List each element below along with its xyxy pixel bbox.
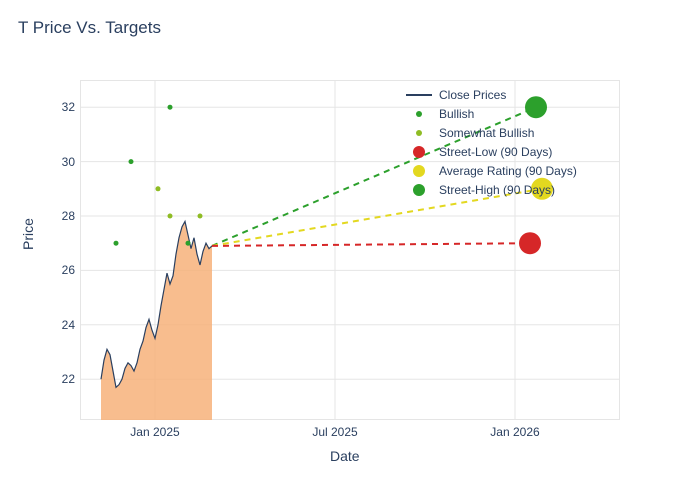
legend: Close Prices Bullish Somewhat Bullish Stree… [405,85,577,199]
legend-label: Bullish [439,107,474,121]
legend-item[interactable]: Somewhat Bullish [405,123,577,142]
legend-label: Street-Low (90 Days) [439,145,552,159]
chart-title: T Price Vs. Targets [18,18,161,38]
y-axis-label: Price [20,218,36,250]
dot-icon [405,130,433,136]
legend-label: Close Prices [439,88,506,102]
legend-item[interactable]: Average Rating (90 Days) [405,161,577,180]
legend-label: Average Rating (90 Days) [439,164,577,178]
x-tick: Jan 2026 [490,425,539,439]
dot-icon [405,111,433,117]
legend-item[interactable]: Close Prices [405,85,577,104]
dot-icon [405,165,433,177]
line-icon [405,94,433,96]
legend-label: Somewhat Bullish [439,126,534,140]
x-tick: Jul 2025 [312,425,357,439]
price-targets-chart: T Price Vs. Targets Price Date 22 24 26 28 3… [0,0,700,500]
dot-icon [405,146,433,158]
y-tick: 32 [45,100,75,114]
legend-label: Street-High (90 Days) [439,183,555,197]
legend-item[interactable]: Bullish [405,104,577,123]
legend-item[interactable]: Street-High (90 Days) [405,180,577,199]
y-tick: 24 [45,318,75,332]
y-tick: 30 [45,155,75,169]
dot-icon [405,184,433,196]
x-axis-label: Date [330,448,360,464]
y-tick: 26 [45,263,75,277]
y-tick: 22 [45,372,75,386]
legend-item[interactable]: Street-Low (90 Days) [405,142,577,161]
y-tick: 28 [45,209,75,223]
x-tick: Jan 2025 [130,425,179,439]
